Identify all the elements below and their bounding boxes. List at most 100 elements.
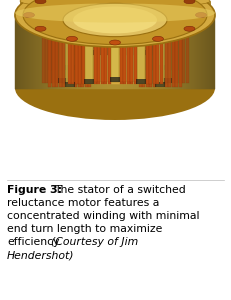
Text: reluctance motor features a: reluctance motor features a — [7, 198, 159, 208]
Bar — [78, 23, 81, 83]
Bar — [142, 15, 145, 70]
Bar — [78, 15, 81, 70]
Bar — [67, 38, 70, 84]
Bar — [136, 79, 146, 84]
Bar — [127, 40, 130, 82]
Bar — [104, 40, 107, 82]
Bar — [111, 6, 119, 48]
Bar — [107, 40, 110, 82]
Bar — [84, 50, 94, 55]
Text: concentrated winding with minimal: concentrated winding with minimal — [7, 211, 200, 221]
Bar — [152, 38, 155, 84]
Bar — [107, 38, 110, 84]
Bar — [107, 6, 110, 48]
Bar — [152, 9, 155, 55]
Bar — [185, 23, 188, 83]
Bar — [146, 31, 149, 87]
Bar — [67, 9, 70, 55]
Bar — [155, 82, 165, 87]
Ellipse shape — [63, 3, 167, 37]
Bar — [82, 38, 85, 84]
Ellipse shape — [35, 26, 46, 31]
Ellipse shape — [23, 0, 207, 44]
Bar — [71, 23, 74, 83]
Bar — [149, 23, 152, 83]
Bar — [164, 31, 167, 87]
Bar — [168, 15, 171, 70]
Ellipse shape — [24, 13, 34, 17]
Bar — [175, 23, 178, 83]
Bar — [136, 50, 146, 55]
Ellipse shape — [15, 3, 215, 22]
Bar — [123, 40, 126, 82]
Bar — [175, 15, 178, 70]
Bar — [146, 23, 149, 83]
Bar — [142, 31, 145, 87]
Bar — [71, 9, 74, 55]
Bar — [85, 31, 88, 87]
Bar — [15, 15, 215, 88]
Bar — [168, 31, 171, 87]
Bar — [67, 23, 70, 83]
Bar — [49, 15, 52, 70]
Bar — [182, 23, 185, 83]
Bar — [97, 40, 100, 82]
Bar — [159, 9, 162, 55]
Bar — [119, 38, 122, 84]
Bar — [134, 38, 137, 84]
Bar — [94, 38, 97, 84]
Text: end turn length to maximize: end turn length to maximize — [7, 224, 162, 234]
Bar — [49, 31, 52, 87]
Bar — [59, 31, 62, 87]
Bar — [82, 31, 85, 87]
Bar — [127, 9, 130, 55]
Bar — [134, 40, 137, 82]
Bar — [130, 38, 133, 84]
Bar — [179, 15, 182, 70]
Bar — [42, 23, 45, 83]
Bar — [75, 9, 77, 55]
Bar — [163, 23, 171, 83]
Bar — [59, 15, 62, 70]
Bar — [97, 9, 100, 55]
Bar — [74, 31, 77, 87]
Bar — [20, 1, 210, 15]
Text: Figure 3:: Figure 3: — [7, 185, 62, 195]
Bar — [82, 9, 85, 55]
Bar — [172, 31, 175, 87]
Bar — [152, 23, 155, 83]
Bar — [97, 6, 100, 48]
Bar — [62, 15, 65, 70]
Bar — [52, 15, 55, 70]
Ellipse shape — [109, 40, 121, 45]
Bar — [110, 44, 120, 48]
Bar — [111, 40, 119, 82]
Bar — [49, 23, 52, 83]
Bar — [107, 9, 110, 55]
Bar — [100, 40, 103, 82]
Bar — [134, 6, 137, 48]
Bar — [119, 6, 122, 48]
Bar — [134, 9, 137, 55]
Bar — [162, 78, 172, 83]
Bar — [156, 23, 159, 83]
Bar — [123, 6, 126, 48]
Bar — [149, 31, 152, 87]
Bar — [104, 6, 107, 48]
Bar — [172, 15, 175, 70]
Bar — [139, 15, 142, 70]
Bar — [75, 38, 77, 84]
Bar — [100, 9, 103, 55]
Bar — [156, 15, 164, 70]
Bar — [52, 23, 55, 83]
Bar — [55, 23, 58, 83]
Bar — [130, 40, 133, 82]
Ellipse shape — [184, 26, 195, 31]
Bar — [171, 23, 174, 83]
Bar — [156, 38, 159, 84]
Bar — [78, 31, 81, 87]
Bar — [127, 38, 130, 84]
Bar — [175, 31, 178, 87]
Bar — [159, 23, 162, 83]
Bar — [164, 15, 167, 70]
